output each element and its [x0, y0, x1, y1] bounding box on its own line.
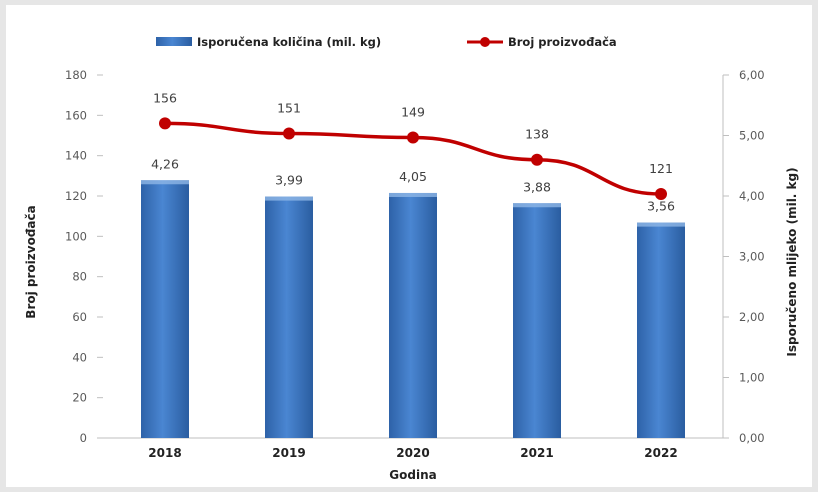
x-tick-label: 2019 — [272, 446, 305, 460]
legend-bar-swatch — [156, 37, 192, 46]
chart: Isporučena količina (mil. kg) Broj proiz… — [24, 35, 799, 482]
bar-top-highlight — [513, 203, 561, 208]
x-tick-label: 2018 — [148, 446, 181, 460]
left-y-tick-label: 60 — [72, 310, 87, 324]
x-tick-labels: 2018 2019 2020 2021 2022 — [148, 446, 677, 460]
bar-data-labels: 4,26 3,99 4,05 3,88 3,56 — [151, 156, 675, 213]
right-y-tick-label: 3,00 — [739, 250, 765, 264]
left-y-tick-label: 40 — [72, 350, 87, 364]
left-y-tick-label: 140 — [65, 149, 87, 163]
line-data-label: 151 — [277, 100, 301, 115]
bar — [389, 192, 437, 438]
bar — [513, 203, 561, 438]
right-y-axis-title: Isporučeno mlijeko (mil. kg) — [785, 167, 799, 356]
left-y-tick-label: 160 — [65, 108, 87, 122]
bar — [141, 180, 189, 438]
line-point — [655, 187, 667, 200]
bar-top-highlight — [141, 180, 189, 185]
bar-data-label: 3,88 — [523, 179, 551, 194]
x-tick-label: 2020 — [396, 446, 429, 460]
x-tick-label: 2022 — [644, 446, 677, 460]
bar-data-label: 3,99 — [275, 173, 303, 188]
legend-line-label: Broj proizvođača — [508, 35, 617, 49]
bar-top-highlight — [265, 196, 313, 201]
line-data-label: 138 — [525, 127, 549, 142]
line-series — [159, 117, 667, 200]
left-y-axis: 0 20 40 60 80 100 120 140 160 180 — [65, 68, 103, 445]
bar — [265, 196, 313, 438]
line-data-label: 149 — [401, 105, 425, 120]
line-point — [159, 117, 171, 130]
left-y-tick-label: 0 — [80, 431, 87, 445]
bar-top-highlight — [637, 222, 685, 227]
legend-bar-label: Isporučena količina (mil. kg) — [197, 35, 381, 49]
left-y-axis-title: Broj proizvođača — [24, 205, 38, 318]
left-y-tick-label: 120 — [65, 189, 87, 203]
x-tick-label: 2021 — [520, 446, 553, 460]
right-y-tick-label: 0,00 — [739, 431, 765, 445]
left-y-tick-label: 20 — [72, 391, 87, 405]
right-y-tick-label: 1,00 — [739, 371, 765, 385]
x-axis-title: Godina — [389, 468, 436, 482]
bar-series — [141, 180, 685, 438]
line-data-label: 156 — [153, 90, 177, 105]
legend: Isporučena količina (mil. kg) Broj proiz… — [156, 35, 617, 49]
bar-data-label: 4,05 — [399, 169, 427, 184]
left-y-tick-label: 80 — [72, 270, 87, 284]
bar-top-highlight — [389, 192, 437, 197]
line-point — [531, 153, 543, 166]
line-point — [407, 131, 419, 144]
left-y-tick-label: 100 — [65, 229, 87, 243]
right-y-tick-label: 4,00 — [739, 189, 765, 203]
left-y-tick-label: 180 — [65, 68, 87, 82]
chart-frame: Isporučena količina (mil. kg) Broj proiz… — [6, 5, 812, 487]
right-y-tick-label: 2,00 — [739, 310, 765, 324]
bar — [637, 222, 685, 438]
line-data-label: 121 — [649, 161, 673, 176]
legend-line-marker — [480, 37, 490, 47]
right-y-axis: 0,00 1,00 2,00 3,00 4,00 5,00 6,00 — [722, 68, 765, 445]
right-y-tick-label: 5,00 — [739, 129, 765, 143]
line-data-labels: 156 151 149 138 121 — [153, 90, 673, 176]
right-y-tick-label: 6,00 — [739, 68, 765, 82]
bar-data-label: 3,56 — [647, 199, 675, 214]
line-point — [283, 127, 295, 140]
bar-data-label: 4,26 — [151, 156, 179, 171]
